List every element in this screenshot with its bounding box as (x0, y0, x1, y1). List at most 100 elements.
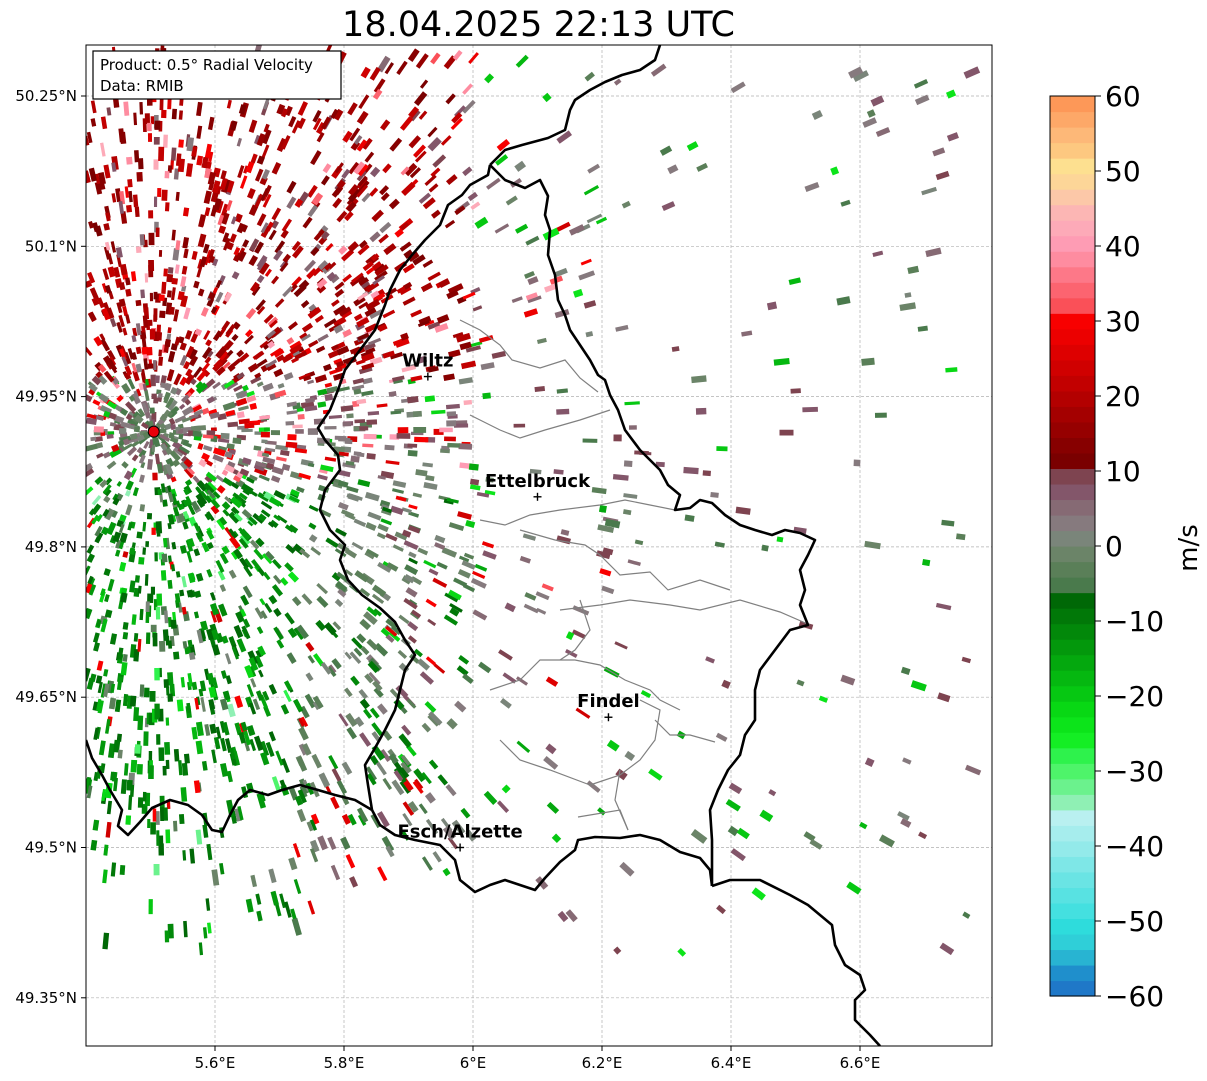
echo-gate (348, 184, 359, 196)
echo-gate (265, 359, 278, 369)
echo-gate (140, 422, 149, 430)
echo-gate (206, 297, 215, 308)
echo-gate (366, 773, 377, 786)
echo-gate (202, 243, 210, 254)
echo-gate (172, 458, 181, 468)
echo-gate (129, 695, 137, 707)
echo-gate (166, 368, 175, 382)
echo-gate (109, 422, 116, 427)
echo-gate (215, 474, 225, 483)
echo-gate (267, 316, 279, 327)
echo-gate (627, 559, 641, 567)
echo-gate (154, 552, 158, 562)
echo-gate (94, 181, 103, 195)
echo-gate (273, 249, 284, 261)
echo-gate (313, 653, 325, 667)
echo-gate (346, 493, 356, 500)
echo-gate (137, 715, 144, 731)
echo-gate (258, 669, 264, 678)
echo-gate (385, 618, 398, 630)
echo-gate (126, 446, 138, 457)
echo-gate (358, 239, 368, 249)
echo-gate (158, 356, 164, 366)
echo-gate (261, 144, 270, 159)
echo-gate (568, 224, 585, 236)
echo-gate (157, 188, 162, 197)
echo-gate (379, 221, 392, 234)
echo-gate (320, 464, 334, 473)
echo-gate (371, 722, 383, 736)
echo-gate (147, 458, 153, 470)
echo-gate (208, 698, 216, 710)
echo-gate (241, 786, 249, 799)
echo-gate (181, 575, 187, 588)
echo-gate (222, 721, 230, 736)
echo-gate (345, 712, 358, 728)
echo-gate (254, 431, 263, 435)
echo-gate (344, 687, 353, 698)
echo-gate (110, 683, 116, 694)
echo-gate (454, 700, 467, 713)
echo-gate (318, 772, 331, 788)
echo-gate (310, 546, 322, 556)
echo-gate (580, 258, 592, 266)
echo-gate (226, 770, 233, 783)
echo-gate (238, 492, 248, 501)
echo-gate (524, 592, 537, 601)
echo-gate (452, 332, 464, 339)
echo-gate (279, 449, 290, 457)
echo-gate (103, 246, 111, 260)
echo-gate (222, 508, 230, 517)
echo-gate (126, 779, 133, 791)
echo-gate (191, 681, 198, 691)
echo-gate (221, 501, 231, 511)
echo-gate (556, 388, 568, 394)
colorbar-swatch (1050, 375, 1095, 392)
echo-gate (317, 401, 327, 408)
echo-gate (100, 588, 106, 597)
echo-gate (171, 277, 179, 285)
echo-gate (205, 481, 218, 494)
echo-gate (420, 282, 433, 293)
echo-gate (258, 262, 270, 275)
echo-gate (376, 403, 388, 408)
echo-gate (246, 684, 255, 698)
colorbar-swatch (1050, 778, 1095, 795)
echo-gate (408, 557, 418, 565)
echo-gate (256, 305, 266, 315)
echo-gate (334, 598, 344, 608)
echo-gate (191, 250, 198, 260)
echo-gate (407, 450, 418, 457)
echo-gate (428, 183, 439, 193)
echo-gate (160, 483, 166, 493)
echo-gate (270, 475, 281, 483)
echo-gate (368, 337, 382, 346)
echo-gate (204, 356, 212, 364)
echo-gate (602, 547, 614, 556)
echo-gate (139, 102, 144, 115)
echo-gate (353, 295, 366, 307)
echo-gate (169, 683, 176, 697)
echo-gate (206, 396, 215, 404)
echo-gate (298, 726, 309, 741)
echo-gate (333, 358, 343, 365)
echo-gate (380, 119, 391, 131)
echo-gate (249, 402, 258, 410)
echo-gate (371, 593, 385, 605)
echo-gate (194, 697, 200, 710)
echo-gate (203, 190, 212, 204)
echo-gate (94, 476, 104, 486)
echo-gate (263, 427, 270, 432)
echo-gate (187, 639, 193, 648)
echo-gate (198, 458, 208, 468)
echo-gate (262, 382, 274, 392)
echo-gate (296, 624, 309, 640)
echo-gate (313, 228, 325, 242)
echo-gate (358, 301, 369, 310)
echo-gate (239, 175, 248, 189)
colorbar-swatch (1050, 856, 1095, 873)
echo-gate (159, 807, 164, 822)
echo-gate (130, 271, 137, 282)
echo-gate (164, 930, 170, 943)
echo-gate (374, 270, 388, 282)
